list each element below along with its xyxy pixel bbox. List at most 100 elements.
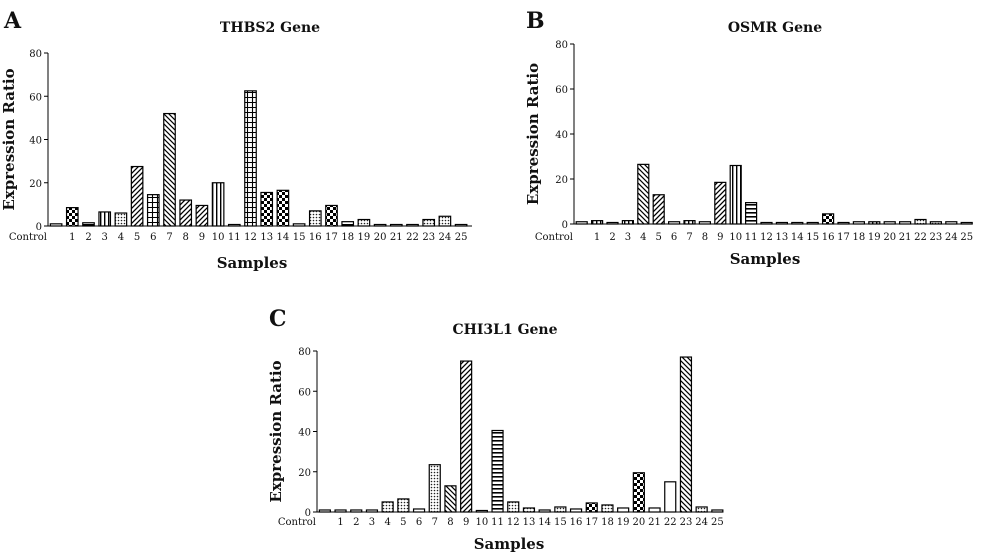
bar-12 — [244, 90, 257, 227]
x-tick-label: 16 — [822, 232, 835, 243]
x-tick-label: 2 — [353, 517, 359, 528]
bar-13 — [775, 221, 788, 225]
y-tick-label: 80 — [555, 40, 568, 51]
x-tick-label: 17 — [585, 517, 598, 528]
x-tick-label: 24 — [695, 517, 708, 528]
bar-11 — [491, 429, 504, 513]
bar-13 — [522, 507, 536, 513]
bar-3 — [98, 211, 112, 227]
x-tick-label: 3 — [102, 232, 108, 243]
bar-14 — [538, 509, 551, 513]
bar-19 — [357, 218, 371, 227]
bar-control — [575, 221, 588, 225]
x-tick-label: 9 — [199, 232, 205, 243]
x-tick-label: 11 — [491, 517, 504, 528]
x-tick-label: Control — [278, 517, 316, 528]
y-tick-label: 0 — [562, 220, 568, 231]
x-tick-label: 9 — [717, 232, 723, 243]
bar-3 — [621, 220, 635, 225]
x-tick-label: 23 — [422, 232, 435, 243]
chart-title: CHI3L1 Gene — [452, 322, 557, 338]
x-tick-label: 15 — [806, 232, 819, 243]
x-tick-label: 12 — [507, 517, 520, 528]
bar-2 — [82, 222, 95, 227]
x-tick-label: 25 — [711, 517, 724, 528]
x-tick-label: 24 — [945, 232, 958, 243]
chart-panel-b: B OSMR Gene 0 20 40 60 80 Expression Ratio Contr… — [520, 0, 1000, 280]
bar-8 — [444, 485, 457, 513]
x-tick-label: 3 — [369, 517, 375, 528]
chart-panel-c: C CHI3L1 Gene 0 20 40 60 80 Expression Ratio Con… — [265, 300, 745, 554]
bar-22 — [914, 218, 927, 225]
bar-17 — [837, 221, 850, 225]
bar-15 — [292, 223, 306, 227]
bar-21 — [899, 221, 912, 225]
y-tick-label: 0 — [36, 222, 42, 233]
x-tick-label: 5 — [400, 517, 406, 528]
x-tick-label: 7 — [686, 232, 692, 243]
x-tick-label: 10 — [475, 517, 488, 528]
bar-4 — [381, 501, 394, 513]
x-tick-label: 6 — [671, 232, 677, 243]
bar-24 — [695, 506, 708, 513]
x-tick-label: 12 — [760, 232, 773, 243]
bar-control — [49, 223, 63, 227]
y-axis-title: Expression Ratio — [0, 68, 18, 210]
bar-18 — [601, 504, 614, 513]
x-tick-label: 1 — [69, 232, 75, 243]
thbs2-chart: A THBS2 Gene 0 20 40 60 80 Expression Ratio Cont… — [0, 8, 472, 272]
osmr-chart: B OSMR Gene 0 20 40 60 80 Expression Ratio Contr… — [524, 8, 973, 268]
bar-16 — [308, 210, 322, 227]
bar-13 — [260, 191, 274, 227]
bar-5 — [397, 498, 410, 513]
x-tick-label: 23 — [680, 517, 693, 528]
chi3l1-chart: C CHI3L1 Gene 0 20 40 60 80 Expression Ratio Con… — [267, 306, 724, 553]
x-tick-label: 19 — [358, 232, 371, 243]
bar-1 — [65, 207, 79, 227]
bar-21 — [389, 223, 403, 227]
bar-control — [318, 509, 331, 513]
x-tick-label: 1 — [594, 232, 600, 243]
bar-14 — [276, 189, 290, 227]
bar-3 — [365, 509, 379, 513]
bar-10 — [729, 164, 742, 225]
x-tick-label: 7 — [432, 517, 438, 528]
chart-title: THBS2 Gene — [220, 20, 320, 36]
x-tick-label: 11 — [228, 232, 241, 243]
x-tick-label: 10 — [212, 232, 225, 243]
panel-letter: B — [526, 8, 545, 34]
bar-10 — [475, 509, 488, 513]
x-tick-label: Control — [9, 232, 47, 243]
y-tick-label: 0 — [305, 508, 311, 519]
x-tick-label: 5 — [134, 232, 140, 243]
bar-25 — [454, 223, 468, 227]
bar-21 — [648, 507, 661, 513]
bar-25 — [711, 509, 724, 513]
bar-17 — [585, 502, 598, 513]
bar-6 — [668, 221, 681, 225]
bar-19 — [617, 507, 630, 513]
x-tick-label: 16 — [309, 232, 322, 243]
x-tick-label: 22 — [914, 232, 927, 243]
y-tick-label: 60 — [298, 387, 311, 398]
bar-1 — [334, 509, 347, 513]
y-axis-title: Expression Ratio — [267, 360, 285, 502]
bar-23 — [929, 221, 942, 225]
x-tick-label: 21 — [390, 232, 403, 243]
bar-23 — [422, 218, 436, 227]
bar-22 — [664, 481, 677, 513]
bar-8 — [179, 199, 193, 227]
x-tick-label: 19 — [617, 517, 630, 528]
x-tick-label: 20 — [632, 517, 645, 528]
x-tick-label: 8 — [447, 517, 453, 528]
x-tick-label: 15 — [293, 232, 306, 243]
x-tick-label: 8 — [183, 232, 189, 243]
x-tick-label: Control — [535, 232, 573, 243]
bar-16 — [822, 213, 835, 225]
y-tick-label: 40 — [298, 428, 311, 439]
bar-4 — [114, 212, 128, 227]
bar-9 — [195, 204, 209, 227]
bar-6 — [146, 194, 160, 227]
bar-20 — [883, 221, 896, 225]
x-tick-label: 3 — [625, 232, 631, 243]
